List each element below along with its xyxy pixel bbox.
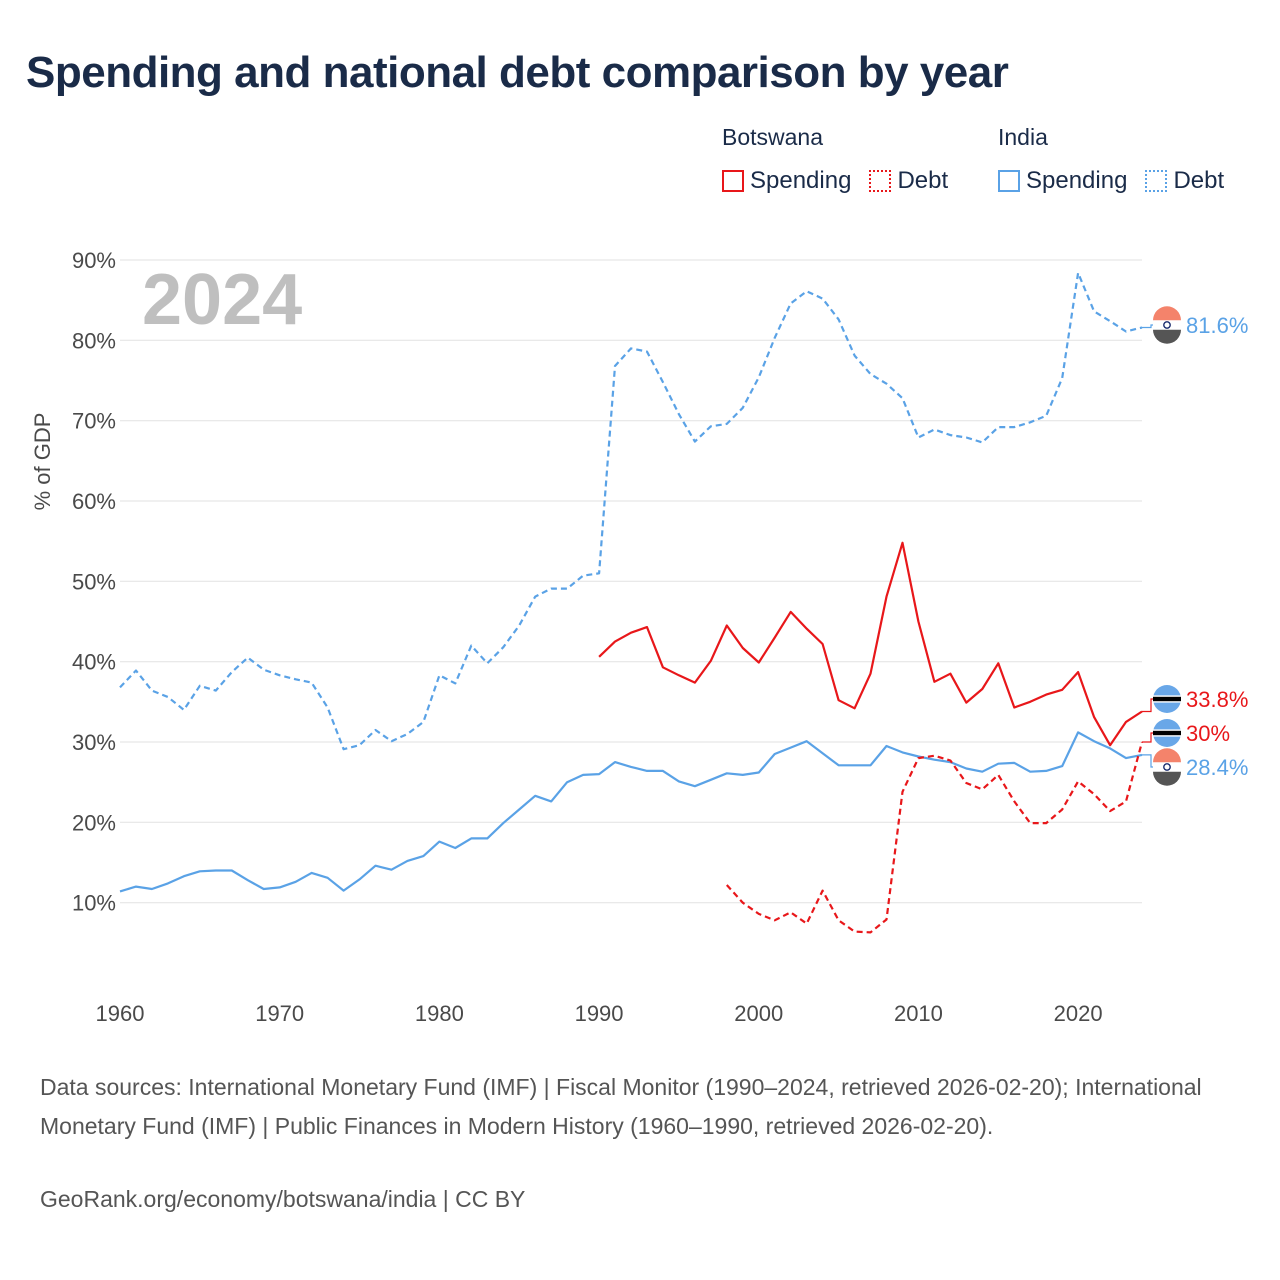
flag-band — [1153, 696, 1181, 702]
y-tick-label: 70% — [72, 409, 116, 434]
y-tick-label: 40% — [72, 650, 116, 675]
x-tick-label: 1970 — [255, 1001, 304, 1026]
legend-swatch — [869, 170, 892, 192]
year-watermark: 2024 — [142, 260, 302, 340]
end-value-label: 28.4% — [1186, 755, 1248, 780]
legend-item-india-spending[interactable]: Spending — [998, 167, 1127, 195]
series-line-botswana-debt — [725, 741, 1144, 934]
y-tick-label: 50% — [72, 569, 116, 594]
x-tick-label: 2010 — [894, 1001, 943, 1026]
end-label-connector — [1142, 754, 1153, 768]
chart-title: Spending and national debt comparison by… — [26, 48, 1009, 97]
x-tick-label: 1980 — [415, 1001, 464, 1026]
flag-band — [1153, 329, 1181, 344]
x-tick-label: 1990 — [575, 1001, 624, 1026]
legend-group-label: Botswana — [722, 124, 824, 150]
legend-group-botswana: Botswana Spending Debt — [722, 124, 948, 195]
series-line-india-debt — [119, 271, 1143, 751]
end-value-label: 81.6% — [1186, 313, 1248, 338]
data-sources: Data sources: International Monetary Fun… — [40, 1074, 1202, 1140]
flag-band — [1153, 730, 1181, 736]
flag-band — [1153, 306, 1181, 321]
end-label-connector — [1142, 732, 1153, 743]
series-line-india-spending — [119, 731, 1143, 893]
flag-wheel — [1163, 321, 1171, 329]
end-label-connector — [1142, 324, 1153, 329]
end-value-label: 30% — [1186, 721, 1230, 746]
end-value-label: 33.8% — [1186, 687, 1248, 712]
series-line-botswana-spending — [598, 541, 1143, 747]
legend-label: Spending — [1026, 167, 1128, 194]
y-tick-label: 20% — [72, 810, 116, 835]
legend-group-label: India — [998, 124, 1048, 150]
legend-swatch — [998, 170, 1020, 192]
legend-item-botswana-debt[interactable]: Debt — [869, 167, 948, 195]
y-tick-label: 30% — [72, 730, 116, 755]
x-tick-label: 1960 — [96, 1001, 145, 1026]
end-label-connector — [1142, 698, 1153, 713]
legend-swatch — [1145, 170, 1168, 192]
legend-label: Debt — [1173, 167, 1225, 194]
line-chart: 10% 20% 30% 40% 50% 60% 70% 80% 90% 1960 1970 1980 1… — [30, 248, 1248, 1026]
y-tick-label: 90% — [72, 248, 116, 273]
flag-band — [1153, 748, 1181, 763]
y-tick-label: 60% — [72, 489, 116, 514]
legend-swatch — [722, 170, 744, 192]
y-tick-label: 80% — [72, 328, 116, 353]
flag-wheel — [1163, 763, 1171, 771]
y-tick-label: 10% — [72, 891, 116, 916]
legend-item-india-debt[interactable]: Debt — [1145, 167, 1224, 195]
x-tick-label: 2000 — [734, 1001, 783, 1026]
flag-band — [1153, 771, 1181, 786]
legend-item-botswana-spending[interactable]: Spending — [722, 167, 851, 195]
y-axis-label: % of GDP — [30, 413, 55, 511]
legend-label: Spending — [750, 167, 852, 194]
legend-label: Debt — [897, 167, 949, 194]
credit-line[interactable]: GeoRank.org/economy/botswana/india | CC … — [40, 1186, 526, 1212]
x-tick-label: 2020 — [1054, 1001, 1103, 1026]
legend-group-india: India Spending Debt — [998, 124, 1224, 195]
